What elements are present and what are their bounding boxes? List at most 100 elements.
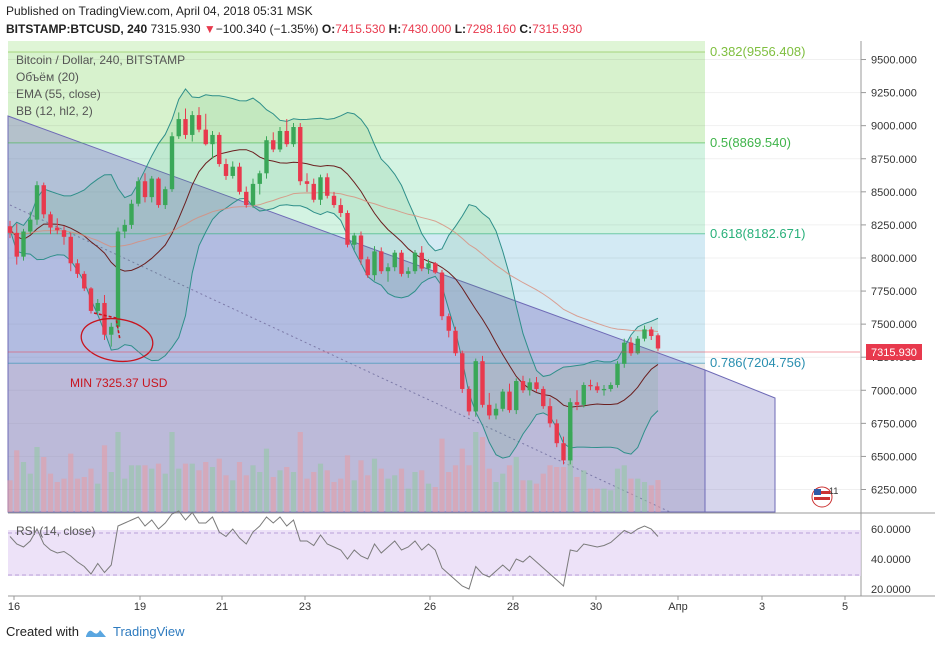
high-value: 7430.000 — [401, 22, 452, 36]
candle-body — [190, 115, 195, 135]
candle-body — [318, 177, 323, 200]
candle-body — [581, 384, 586, 405]
candle-body — [55, 227, 60, 231]
volume-bar — [655, 480, 661, 512]
volume-bar — [230, 480, 236, 512]
volume-bar — [203, 462, 209, 512]
price-tick-label: 9000.000 — [871, 121, 917, 133]
flag-icon[interactable] — [811, 486, 833, 508]
price-tick-label: 6750.000 — [871, 418, 917, 430]
tradingview-logo-icon — [85, 629, 106, 637]
volume-bar — [290, 472, 297, 512]
candle-body — [379, 251, 384, 272]
rsi-line — [9, 510, 659, 590]
price-tick-label: 8750.000 — [871, 154, 917, 166]
candle-body — [122, 224, 127, 232]
volume-bar — [398, 468, 405, 512]
volume-bar — [500, 473, 506, 512]
time-tick-label: 30 — [590, 601, 602, 613]
volume-bar — [128, 465, 135, 512]
price-change: −100.340 (−1.35%) — [215, 22, 319, 36]
candle-body — [520, 381, 526, 391]
time-tick-label: 19 — [134, 601, 146, 613]
candle-body — [338, 205, 343, 213]
candle-body — [399, 252, 404, 274]
candle-body — [406, 271, 411, 274]
volume-bar — [648, 485, 654, 512]
candle-body — [210, 134, 215, 145]
volume-bar — [304, 478, 310, 512]
candle-body — [500, 391, 505, 409]
volume-bar — [567, 432, 573, 512]
volume-bar — [506, 465, 513, 512]
volume-bar — [189, 463, 195, 512]
candle-body — [61, 230, 67, 237]
volume-bar — [236, 462, 243, 512]
candle-body — [237, 166, 242, 192]
candle-body — [41, 185, 46, 215]
symbol-name: BITSTAMP:BTCUSD, 240 — [6, 22, 148, 36]
candle-body — [487, 404, 492, 416]
candle-body — [291, 126, 296, 145]
volume-bar — [47, 473, 54, 512]
volume-bar — [324, 470, 330, 512]
candle-body — [480, 361, 485, 405]
candle-body — [169, 136, 175, 190]
candle-body — [304, 181, 310, 184]
triangle-pattern-extension[interactable] — [704, 369, 776, 513]
candle-body — [352, 235, 357, 245]
candle-body — [527, 382, 532, 391]
candle-body — [642, 329, 647, 339]
arrow-down-icon: ▼ — [203, 22, 216, 36]
volume-bar — [81, 477, 87, 512]
volume-bar — [122, 478, 128, 512]
volume-bar — [250, 465, 256, 512]
volume-bar — [243, 475, 249, 512]
volume-bar — [297, 432, 303, 512]
volume-bar — [155, 463, 162, 512]
candle-body — [392, 252, 397, 268]
volume-bar — [344, 455, 351, 512]
candle-body — [601, 388, 607, 391]
volume-bar — [338, 478, 344, 512]
volume-bar — [601, 488, 607, 512]
candle-body — [176, 119, 181, 137]
volume-bar — [425, 483, 432, 512]
candles — [7, 107, 661, 465]
min-circle-annotation[interactable] — [78, 314, 155, 366]
candle-body — [196, 115, 202, 130]
candle-body — [466, 388, 472, 412]
volume-bar — [135, 465, 141, 512]
candle-body — [136, 181, 141, 204]
fib-zone — [8, 52, 705, 143]
candle-body — [628, 342, 634, 354]
volume-bar — [88, 468, 94, 512]
price-axis[interactable] — [861, 41, 935, 596]
low-label: L: — [454, 22, 467, 36]
fib-label: 0.786(7204.756) — [710, 355, 805, 370]
candle-body — [514, 381, 519, 411]
candle-body — [115, 231, 121, 327]
candle-body — [541, 388, 546, 407]
volume-bar — [115, 432, 121, 512]
fib-labels: 0.382(9556.408) 0.5(8869.540) 0.618(8182.6… — [8, 44, 805, 370]
volume-bar — [7, 480, 13, 512]
candle-body — [493, 408, 499, 416]
candle-body — [615, 363, 620, 385]
volume-bar — [34, 447, 40, 512]
candle-body — [203, 129, 208, 145]
volume-bar — [621, 465, 627, 512]
fib-label: 0.618(8182.671) — [710, 226, 805, 241]
candle-body — [223, 164, 229, 176]
volume-bar — [527, 480, 533, 512]
volume-bar — [216, 458, 222, 512]
time-tick-label: 23 — [299, 601, 311, 613]
tradingview-brand-link[interactable]: TradingView — [112, 624, 185, 639]
volume-bar — [196, 470, 202, 512]
volume-bar — [311, 472, 317, 512]
volume-bar — [385, 478, 391, 512]
volume-bar — [41, 457, 47, 512]
candle-body — [547, 406, 553, 424]
rsi-band — [8, 530, 861, 576]
